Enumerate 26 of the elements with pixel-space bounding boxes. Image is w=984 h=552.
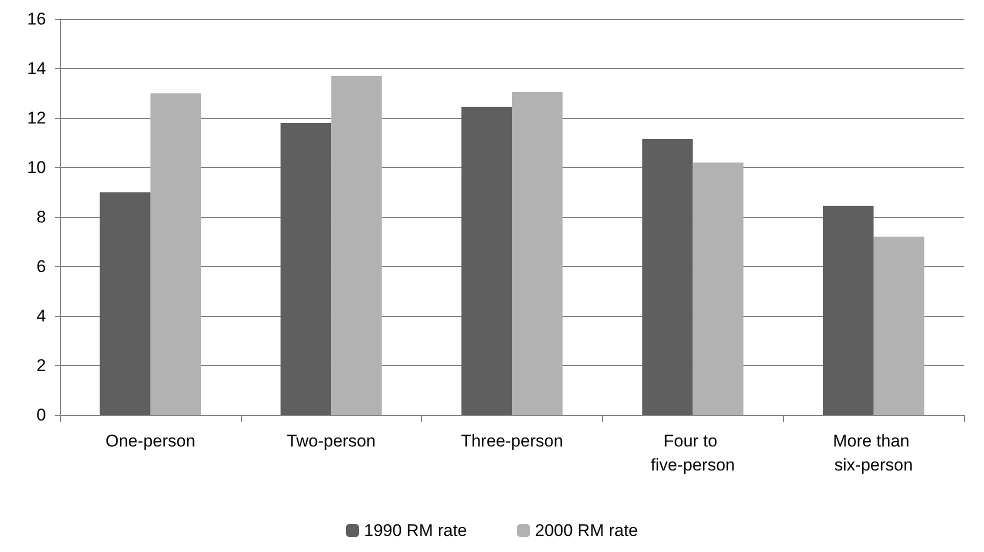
y-tick-label: 0	[36, 406, 46, 424]
bar	[512, 92, 563, 415]
y-tick-label: 14	[27, 59, 46, 78]
y-tick-label: 16	[27, 10, 46, 28]
y-tick-label: 8	[36, 208, 46, 226]
y-tick-label: 12	[27, 108, 46, 128]
x-tick-label: Three-person	[460, 432, 564, 450]
bar	[100, 192, 150, 415]
bar	[280, 122, 332, 415]
x-tick-label: Two-person	[286, 432, 376, 450]
y-tick-label: 10	[27, 158, 46, 177]
bar	[642, 139, 693, 415]
bar	[692, 162, 744, 415]
x-tick-label: More than six-person	[832, 432, 914, 474]
x-tick-label: Four to five-person	[650, 432, 735, 474]
bar	[822, 206, 874, 415]
y-tick-label: 2	[36, 356, 46, 375]
legend-label: 1990 RM rate	[364, 521, 468, 540]
y-tick-label: 6	[36, 257, 46, 276]
x-tick-label: One-person	[106, 432, 196, 450]
y-tick-label: 4	[36, 306, 46, 326]
bar	[461, 106, 512, 415]
legend-label: 2000 RM rate	[535, 521, 638, 540]
bar	[874, 236, 924, 415]
bar	[331, 76, 382, 415]
bar	[150, 93, 202, 415]
